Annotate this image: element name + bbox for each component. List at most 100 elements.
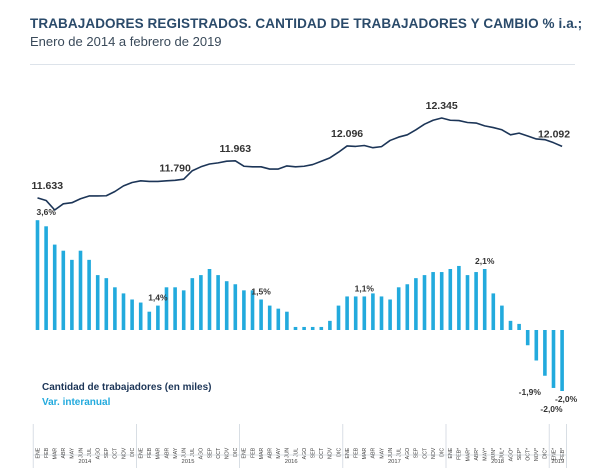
month-tick-2: MAR bbox=[53, 448, 59, 460]
bar-25 bbox=[250, 290, 255, 330]
line-value-label-1: 11.790 bbox=[159, 162, 191, 174]
month-tick-27: ABR bbox=[268, 448, 274, 459]
bar-2 bbox=[52, 244, 57, 330]
bar-54 bbox=[500, 305, 504, 330]
month-tick-28: MAY bbox=[276, 447, 282, 458]
month-tick-31: AGO bbox=[302, 448, 308, 460]
month-tick-35: DIC bbox=[336, 448, 342, 457]
month-tick-11: DIC bbox=[130, 448, 136, 457]
year-label-2014: 2014 bbox=[78, 459, 92, 465]
month-tick-61: FEB* bbox=[560, 448, 566, 460]
bar-48 bbox=[448, 269, 453, 330]
month-tick-42: JUL bbox=[397, 448, 403, 457]
bar-42 bbox=[396, 287, 401, 330]
bar-18 bbox=[190, 278, 195, 330]
month-tick-29: JUN bbox=[285, 448, 291, 458]
bar-21 bbox=[216, 275, 220, 330]
month-tick-39: ABR bbox=[371, 448, 377, 459]
month-tick-7: AGO bbox=[96, 448, 102, 460]
bar-59 bbox=[543, 330, 547, 376]
month-tick-24: ENE bbox=[242, 447, 248, 458]
title-divider bbox=[30, 64, 575, 65]
bar-10 bbox=[121, 293, 126, 330]
line-value-label-0: 11.633 bbox=[32, 180, 64, 192]
bar-34 bbox=[328, 320, 332, 330]
bar-16 bbox=[173, 287, 177, 330]
month-tick-9: OCT bbox=[113, 447, 119, 459]
bar-value-label-0: 3,6% bbox=[37, 207, 57, 217]
month-tick-33: OCT bbox=[319, 447, 325, 459]
bar-41 bbox=[388, 299, 392, 330]
bar-5 bbox=[78, 250, 83, 330]
bar-52 bbox=[482, 269, 487, 330]
bar-8 bbox=[104, 278, 109, 330]
month-tick-17: JUN bbox=[182, 448, 188, 458]
bar-46 bbox=[431, 272, 435, 330]
bar-45 bbox=[422, 275, 427, 330]
month-tick-41: JUN bbox=[388, 448, 394, 458]
year-label-2017: 2017 bbox=[388, 459, 401, 465]
x-axis: ENE FEB MAR ABR MAY JUN JUL AGO SEP OCT NOV DIC ENE F… bbox=[32, 424, 567, 468]
bar-17 bbox=[181, 290, 186, 330]
month-tick-54: JUL* bbox=[500, 448, 506, 459]
month-tick-22: NOV bbox=[225, 447, 231, 459]
month-tick-50: MAR* bbox=[465, 448, 471, 462]
bar-value-label-6: -2,0% bbox=[555, 394, 578, 404]
chart-subtitle: Enero de 2014 a febrero de 2019 bbox=[30, 34, 222, 49]
bar-56 bbox=[517, 323, 521, 330]
bar-1 bbox=[44, 226, 48, 330]
month-tick-46: NOV bbox=[431, 447, 437, 459]
bar-series-var-interanual bbox=[35, 220, 564, 391]
bar-14 bbox=[156, 305, 160, 330]
bar-32 bbox=[310, 326, 315, 330]
bar-53 bbox=[491, 293, 496, 330]
month-tick-34: NOV bbox=[328, 447, 334, 459]
bar-value-label-3: 1,1% bbox=[355, 283, 375, 293]
month-tick-12: ENE bbox=[139, 447, 145, 458]
bar-50 bbox=[465, 275, 470, 330]
bar-value-label-1: 1,4% bbox=[148, 293, 168, 303]
month-tick-16: MAY bbox=[173, 447, 179, 458]
bar-11 bbox=[130, 299, 134, 330]
month-tick-30: JUL bbox=[293, 448, 299, 457]
line-value-label-5: 12.092 bbox=[538, 128, 570, 140]
month-tick-5: JUN bbox=[78, 448, 84, 458]
month-tick-20: SEP bbox=[207, 447, 213, 458]
month-tick-57: OCT* bbox=[526, 448, 532, 461]
bar-47 bbox=[439, 272, 444, 330]
line-series-cantidad bbox=[37, 117, 563, 211]
month-tick-40: MAY bbox=[379, 447, 385, 458]
bar-29 bbox=[285, 311, 289, 330]
bar-13 bbox=[147, 311, 152, 330]
bar-35 bbox=[336, 305, 341, 330]
bar-4 bbox=[70, 259, 74, 330]
bar-49 bbox=[457, 265, 461, 330]
month-tick-19: AGO bbox=[199, 448, 205, 460]
month-tick-45: OCT bbox=[422, 447, 428, 459]
bar-43 bbox=[405, 284, 410, 330]
legend-line-label: Cantidad de trabajadores (en miles) bbox=[42, 382, 212, 393]
month-tick-49: FEB* bbox=[457, 448, 463, 460]
bar-20 bbox=[207, 269, 212, 330]
bar-27 bbox=[267, 305, 272, 330]
bar-57 bbox=[525, 330, 530, 346]
month-tick-4: MAY bbox=[70, 447, 76, 458]
bar-51 bbox=[474, 272, 478, 330]
bar-0 bbox=[35, 220, 40, 330]
bar-value-label-5: -1,9% bbox=[519, 387, 542, 397]
year-label-2018: 2018 bbox=[491, 459, 504, 465]
month-tick-23: DIC bbox=[233, 448, 239, 457]
month-tick-15: ABR bbox=[164, 448, 170, 459]
month-tick-38: MAR bbox=[362, 448, 368, 460]
month-tick-18: JUL bbox=[190, 448, 196, 457]
month-tick-3: ABR bbox=[61, 448, 67, 459]
bar-value-label-2: 1,5% bbox=[251, 287, 271, 297]
bar-19 bbox=[199, 275, 203, 330]
month-tick-32: SEP bbox=[311, 447, 317, 458]
bar-6 bbox=[87, 259, 91, 330]
bar-value-label-7: -2,0% bbox=[540, 404, 563, 414]
month-tick-47: DIC bbox=[440, 448, 446, 457]
month-tick-26: MAR bbox=[259, 448, 265, 460]
bar-55 bbox=[508, 320, 513, 330]
